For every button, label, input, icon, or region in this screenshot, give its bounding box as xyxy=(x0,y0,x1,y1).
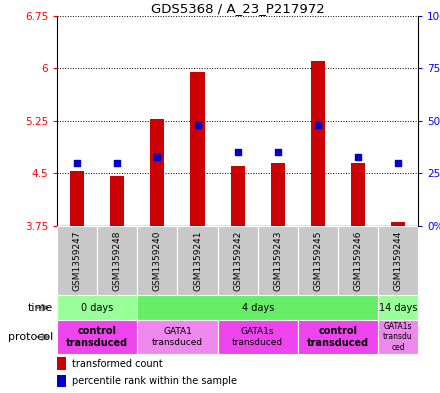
Bar xyxy=(57,375,66,387)
Text: control
transduced: control transduced xyxy=(66,326,128,348)
Point xyxy=(74,160,81,166)
Bar xyxy=(258,226,298,295)
Bar xyxy=(70,171,84,226)
Bar xyxy=(378,295,418,320)
Point xyxy=(314,122,321,128)
Title: GDS5368 / A_23_P217972: GDS5368 / A_23_P217972 xyxy=(151,2,324,15)
Bar xyxy=(217,226,258,295)
Text: GSM1359243: GSM1359243 xyxy=(273,230,282,290)
Point xyxy=(394,160,401,166)
Text: GSM1359246: GSM1359246 xyxy=(353,230,363,290)
Text: GATA1s
transduced: GATA1s transduced xyxy=(232,327,283,347)
Text: control
transduced: control transduced xyxy=(307,326,369,348)
Point xyxy=(114,160,121,166)
Text: GATA1
transduced: GATA1 transduced xyxy=(152,327,203,347)
Bar xyxy=(177,226,217,295)
Text: GSM1359242: GSM1359242 xyxy=(233,230,242,290)
Text: 14 days: 14 days xyxy=(379,303,417,312)
Text: 4 days: 4 days xyxy=(242,303,274,312)
Bar xyxy=(378,226,418,295)
Bar xyxy=(110,176,125,226)
Text: protocol: protocol xyxy=(7,332,53,342)
Point xyxy=(354,153,361,160)
Text: GATA1s
transdu
ced: GATA1s transdu ced xyxy=(383,322,413,352)
Bar xyxy=(150,119,165,226)
Bar xyxy=(57,295,137,320)
Bar xyxy=(338,226,378,295)
Bar xyxy=(231,166,245,226)
Bar xyxy=(57,226,97,295)
Bar xyxy=(137,320,217,354)
Point xyxy=(274,149,281,156)
Bar xyxy=(391,222,405,226)
Text: GSM1359241: GSM1359241 xyxy=(193,230,202,290)
Bar xyxy=(191,72,205,226)
Bar xyxy=(311,61,325,226)
Text: GSM1359248: GSM1359248 xyxy=(113,230,122,290)
Text: GSM1359240: GSM1359240 xyxy=(153,230,162,290)
Bar xyxy=(298,320,378,354)
Bar xyxy=(378,320,418,354)
Text: time: time xyxy=(28,303,53,312)
Bar xyxy=(271,163,285,226)
Bar xyxy=(137,295,378,320)
Bar xyxy=(298,226,338,295)
Text: percentile rank within the sample: percentile rank within the sample xyxy=(72,376,237,386)
Text: transformed count: transformed count xyxy=(72,358,162,369)
Text: GSM1359247: GSM1359247 xyxy=(73,230,82,290)
Bar xyxy=(57,320,137,354)
Point xyxy=(154,153,161,160)
Bar xyxy=(351,163,365,226)
Bar xyxy=(57,357,66,369)
Bar xyxy=(137,226,177,295)
Text: GSM1359244: GSM1359244 xyxy=(393,230,403,290)
Point xyxy=(234,149,241,156)
Point xyxy=(194,122,201,128)
Text: 0 days: 0 days xyxy=(81,303,114,312)
Bar xyxy=(217,320,298,354)
Text: GSM1359245: GSM1359245 xyxy=(313,230,322,290)
Bar xyxy=(97,226,137,295)
